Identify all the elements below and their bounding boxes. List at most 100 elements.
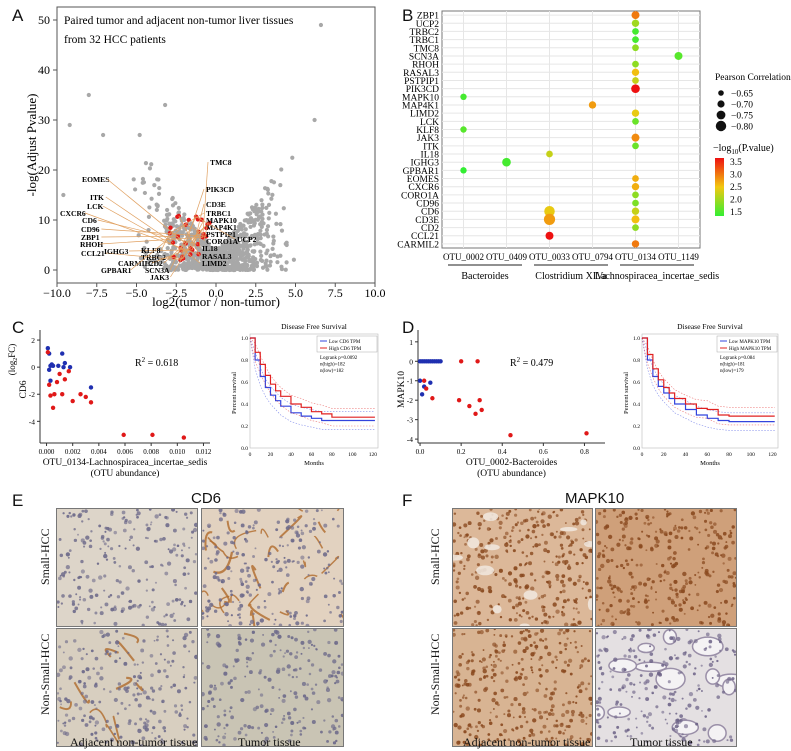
volcano-point	[248, 224, 253, 229]
scatter-point-red	[54, 379, 60, 385]
cell-nucleus	[529, 551, 534, 556]
cell-nucleus	[202, 691, 205, 697]
cell-nucleus	[698, 509, 703, 514]
cell-nucleus	[630, 588, 633, 591]
cell-nucleus	[732, 571, 736, 576]
cell-nucleus	[521, 668, 525, 671]
volcano-point	[210, 263, 215, 269]
ihc-mapk10-title: MAPK10	[565, 490, 625, 507]
cell-nucleus	[230, 715, 234, 720]
survival-ci-lower	[641, 337, 775, 426]
cell-nucleus	[555, 666, 558, 669]
cell-nucleus	[163, 709, 167, 713]
volcano-point	[179, 216, 184, 221]
cell-nucleus	[679, 714, 683, 718]
cell-nucleus	[124, 707, 127, 711]
cell-nucleus	[541, 605, 545, 609]
cell-nucleus	[632, 690, 636, 694]
cell-nucleus	[609, 603, 613, 608]
dot-point	[631, 240, 640, 248]
cell-nucleus	[57, 692, 60, 695]
scatter-point-blue	[62, 360, 68, 366]
volcano-point	[251, 223, 257, 228]
cell-nucleus	[95, 707, 98, 710]
cell-nucleus	[335, 679, 340, 684]
scatter-y-label: MAPK10	[397, 371, 407, 408]
cell-nucleus	[680, 671, 683, 674]
cell-nucleus	[183, 674, 186, 676]
cell-nucleus	[149, 523, 152, 526]
cell-nucleus	[580, 741, 585, 746]
cell-nucleus	[609, 670, 612, 673]
cell-nucleus	[274, 725, 278, 729]
cell-nucleus	[635, 717, 638, 720]
cell-nucleus	[675, 657, 678, 660]
cell-nucleus	[157, 669, 161, 674]
volcano-gene-label: CD3E	[206, 200, 226, 209]
cell-nucleus	[538, 668, 542, 672]
cell-nucleus	[698, 576, 702, 579]
cell-nucleus	[507, 598, 512, 603]
cell-nucleus	[717, 637, 722, 641]
cell-nucleus	[577, 684, 582, 688]
cell-nucleus	[141, 623, 145, 626]
volcano-point	[249, 219, 254, 225]
cell-nucleus	[457, 740, 461, 744]
cell-nucleus	[287, 716, 292, 720]
cell-nucleus	[183, 604, 186, 607]
cell-nucleus	[101, 634, 105, 639]
cell-nucleus	[280, 721, 284, 725]
cell-nucleus	[541, 621, 544, 625]
cell-nucleus	[643, 660, 646, 663]
cell-nucleus	[568, 550, 573, 555]
volcano-point	[202, 239, 207, 244]
volcano-point	[238, 232, 244, 237]
cell-nucleus	[522, 736, 526, 740]
volcano-point	[242, 234, 247, 239]
volcano-point	[238, 256, 243, 261]
cell-nucleus	[598, 701, 602, 704]
cell-nucleus	[490, 561, 494, 564]
volcano-gene-label: EOMES	[82, 175, 109, 184]
cell-nucleus	[596, 532, 600, 537]
cell-nucleus	[643, 521, 647, 525]
cell-nucleus	[498, 568, 503, 573]
cell-nucleus	[127, 565, 132, 570]
volcano-point	[149, 162, 154, 167]
cell-nucleus	[473, 707, 477, 711]
cell-nucleus	[556, 659, 558, 661]
cell-nucleus	[304, 696, 309, 701]
ihc-cd6-title: CD6	[191, 490, 222, 507]
cell-nucleus	[515, 726, 519, 730]
cell-nucleus	[667, 557, 671, 561]
volcano-point	[86, 92, 91, 98]
cell-nucleus	[731, 677, 735, 681]
cell-nucleus	[518, 614, 522, 617]
volcano-point	[146, 214, 152, 219]
cell-nucleus	[144, 536, 148, 540]
cell-nucleus	[276, 570, 279, 573]
cell-nucleus	[128, 719, 132, 723]
cell-nucleus	[647, 599, 650, 602]
cell-nucleus	[153, 539, 157, 543]
volcano-point	[266, 191, 271, 196]
volcano-point	[137, 132, 142, 138]
cell-nucleus	[530, 537, 533, 540]
cell-nucleus	[323, 567, 326, 570]
cell-nucleus	[249, 623, 252, 626]
volcano-point	[273, 211, 279, 216]
cell-nucleus	[121, 607, 126, 612]
cell-nucleus	[524, 585, 527, 588]
stained-fiber	[222, 550, 239, 559]
cell-nucleus	[466, 554, 471, 559]
cell-nucleus	[727, 676, 732, 682]
cell-nucleus	[153, 606, 156, 609]
cell-nucleus	[672, 639, 677, 643]
cell-nucleus	[163, 729, 167, 733]
cell-nucleus	[310, 643, 314, 646]
cell-nucleus	[505, 511, 510, 516]
cell-nucleus	[681, 697, 684, 700]
cell-nucleus	[85, 574, 90, 579]
cell-nucleus	[579, 548, 583, 552]
cell-nucleus	[610, 547, 615, 552]
